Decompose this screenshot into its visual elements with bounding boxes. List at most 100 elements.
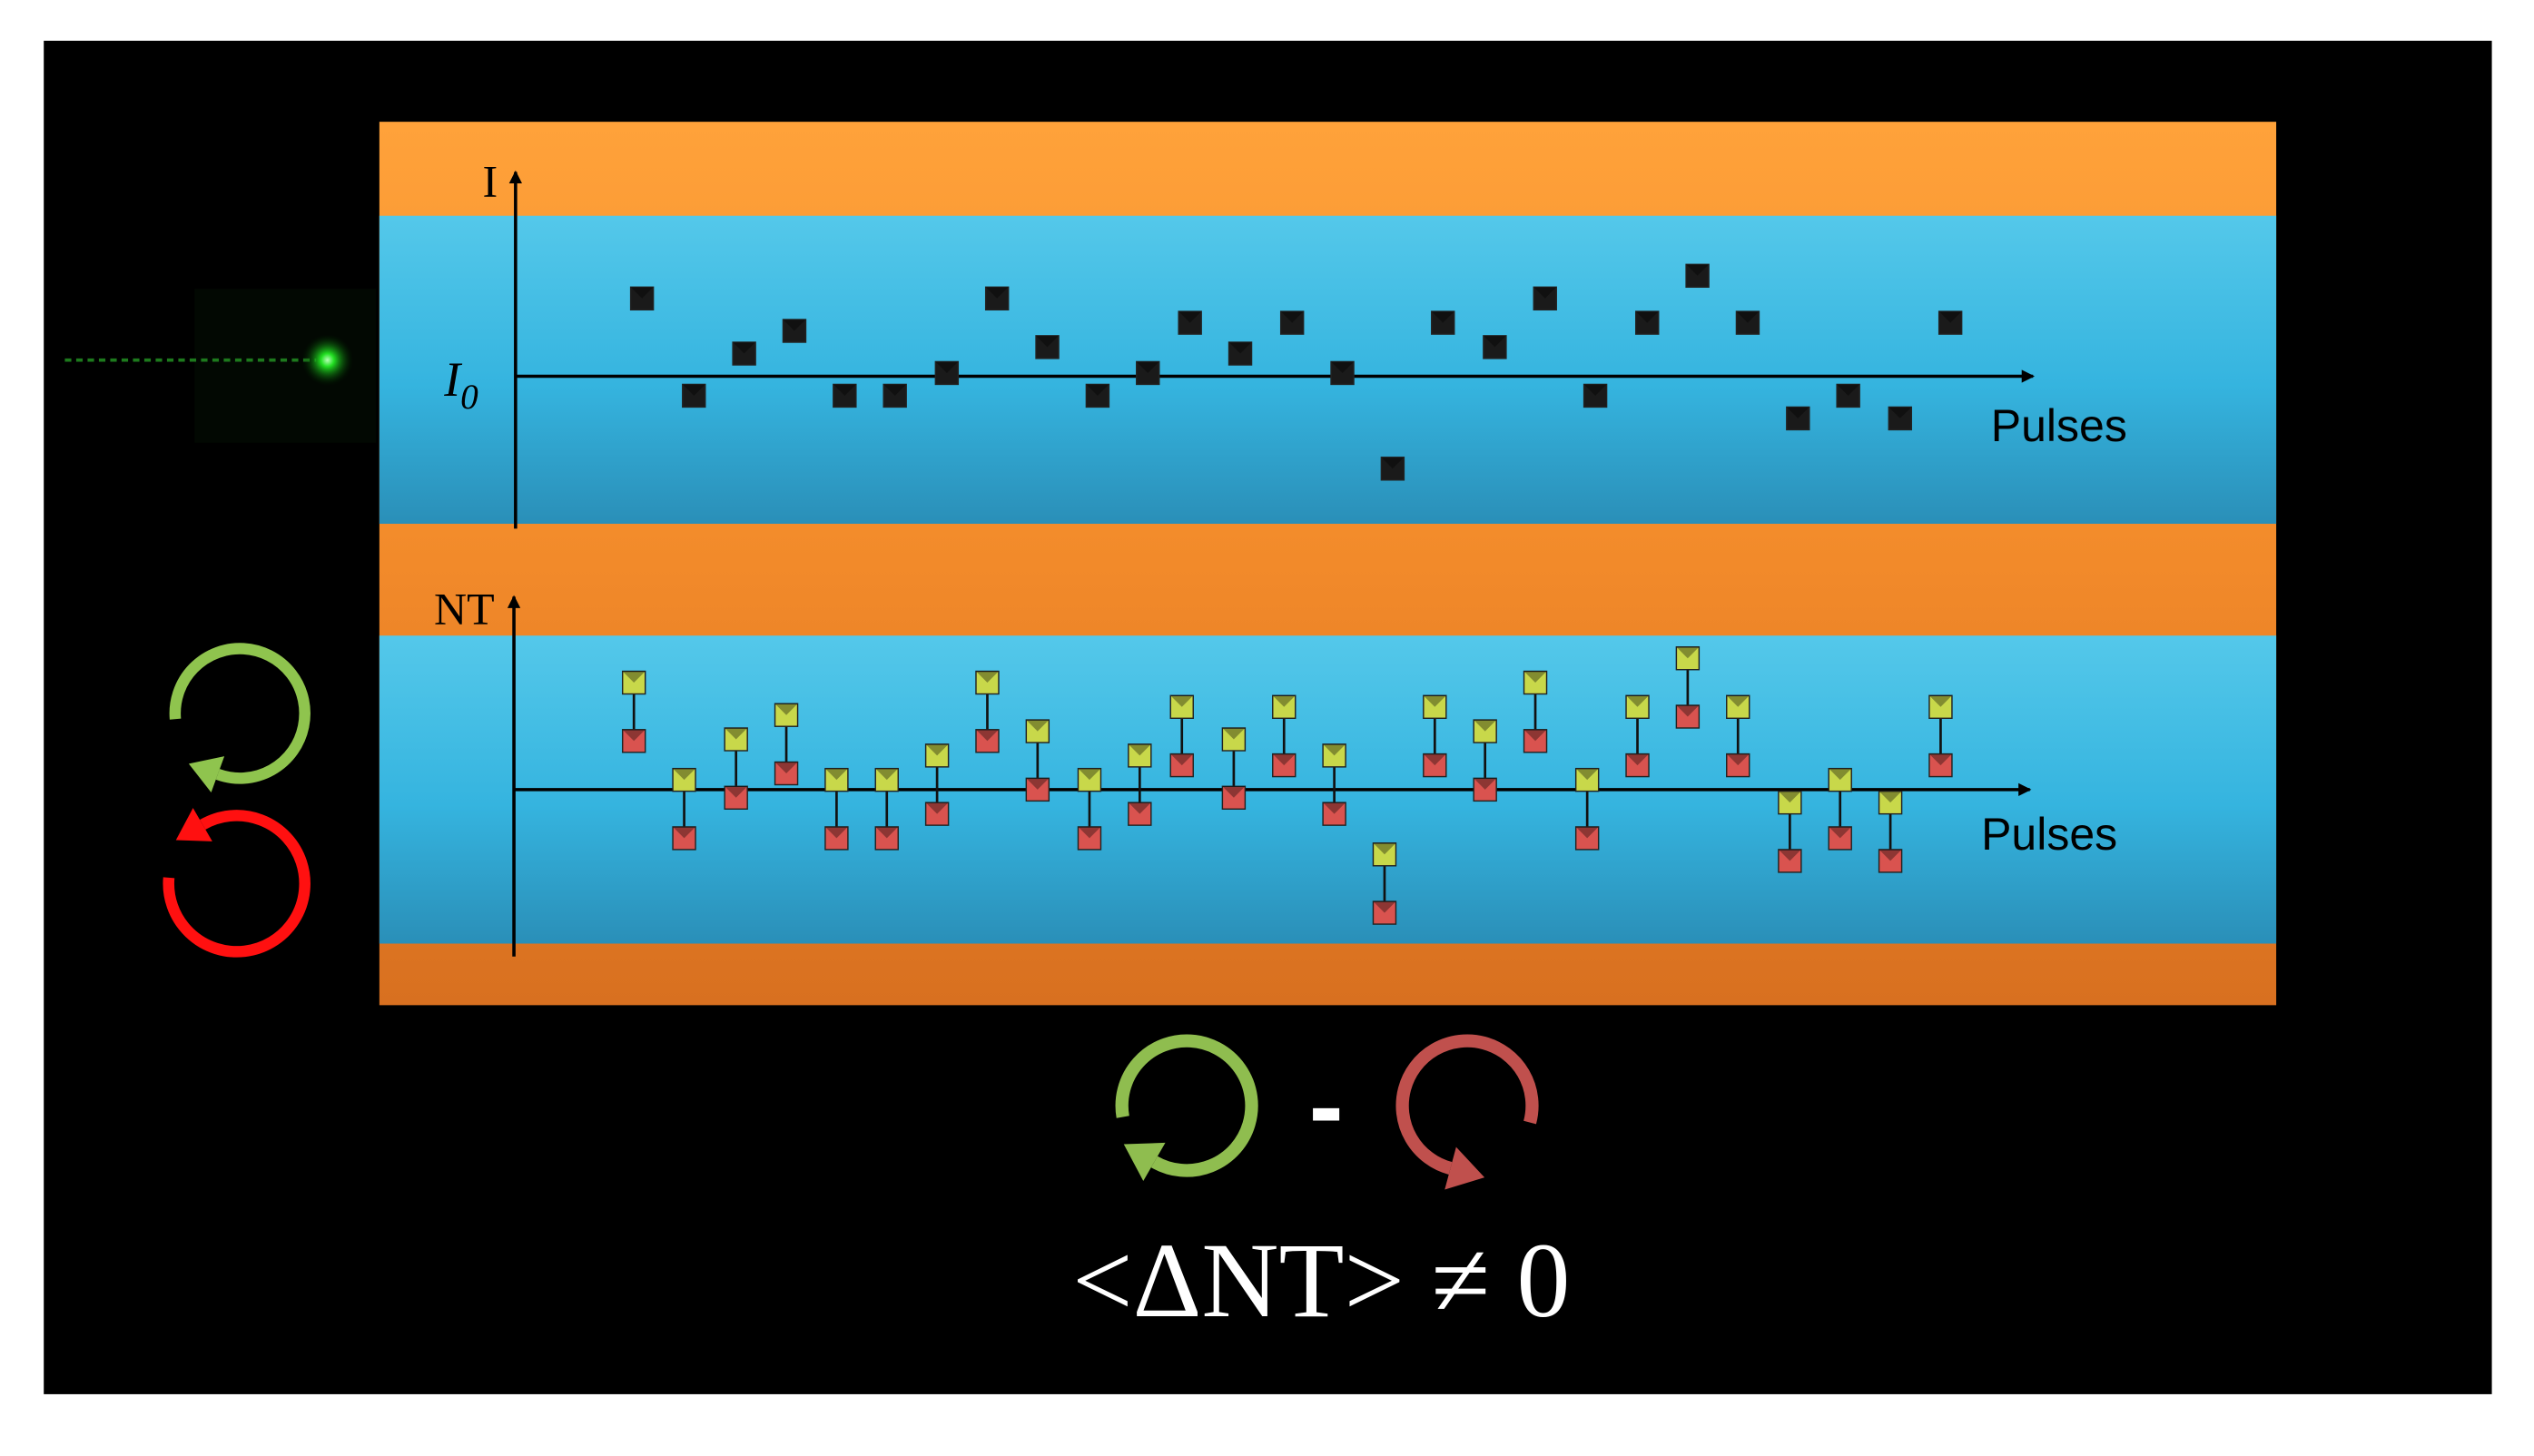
intensity-point-shade <box>1086 384 1109 396</box>
intensity-point-shade <box>1228 342 1252 354</box>
right-circular-point <box>824 826 849 851</box>
intensity-point <box>1937 310 1963 335</box>
intensity-point-shade <box>833 384 856 396</box>
intensity-point <box>1035 335 1060 359</box>
intensity-point <box>882 383 907 408</box>
left-arrow-head <box>188 756 225 793</box>
right-circular-point <box>1928 753 1953 778</box>
x-axis-label: Pulses <box>1991 400 2127 451</box>
intensity-point <box>1380 457 1405 481</box>
right-circular-point <box>1221 785 1247 810</box>
intensity-point <box>1228 341 1253 366</box>
left-circular-point <box>1077 767 1102 792</box>
baseline-subscript: 0 <box>460 378 478 417</box>
left-circular-point <box>874 767 899 792</box>
left-circular-point-shade <box>1928 695 1952 707</box>
right-circular-point <box>1128 802 1152 826</box>
right-circular-point-shade <box>1373 901 1396 913</box>
left-circular-point <box>672 767 696 792</box>
right-circular-point-shade <box>1272 753 1296 766</box>
points <box>621 263 1963 925</box>
right-circular-point-shade <box>1170 753 1194 766</box>
left-circular-point-shade <box>1170 695 1194 707</box>
left-arrow <box>1115 1034 1258 1177</box>
left-circular-point <box>1726 694 1750 720</box>
right-circular-point-shade <box>1626 753 1650 766</box>
right-circular-point <box>1726 753 1750 778</box>
left-circular-point <box>1625 694 1650 720</box>
intensity-point-shade <box>1036 335 1060 348</box>
intensity-point <box>984 286 1010 311</box>
right-circular-point <box>672 826 696 851</box>
intensity-point <box>1279 310 1305 335</box>
intensity-point <box>1431 310 1455 335</box>
intensity-point-shade <box>985 287 1009 299</box>
minus-sign: - <box>1309 1048 1344 1164</box>
left-circular-point <box>824 767 849 792</box>
right-circular-point-shade <box>824 826 848 839</box>
intensity-point <box>1330 360 1355 386</box>
right-circular-point <box>1077 826 1102 851</box>
x-axis-label: Pulses <box>1981 809 2117 860</box>
right-circular-point-shade <box>1575 826 1599 839</box>
intensity-point-shade <box>733 342 756 354</box>
baseline-label: I0 <box>443 352 478 417</box>
left-circular-point-shade <box>1373 842 1396 855</box>
left-circular-point-shade <box>1575 768 1599 781</box>
right-circular-point <box>1473 777 1497 802</box>
right-arrow <box>163 810 311 958</box>
right-arrow-head <box>1444 1146 1485 1190</box>
intensity-point <box>1136 360 1160 386</box>
right-circular-point-shade <box>622 729 646 742</box>
right-circular-point-shade <box>673 826 696 839</box>
intensity-point-shade <box>1583 384 1607 396</box>
intensity-point <box>1085 383 1110 408</box>
right-circular-point <box>1828 826 1852 851</box>
right-circular-point-shade <box>925 802 949 814</box>
left-circular-point-shade <box>1878 791 1902 803</box>
baseline-letter: I <box>443 352 462 407</box>
left-circular-point-shade <box>1778 791 1801 803</box>
intensity-point-shade <box>1483 335 1506 348</box>
left-circular-point <box>1372 842 1397 867</box>
right-arrow-head <box>175 808 212 841</box>
left-circular-point <box>1878 790 1903 815</box>
right-circular-point <box>1878 849 1903 873</box>
left-circular-point <box>1928 694 1953 720</box>
left-circular-point-shade <box>774 703 798 715</box>
intensity-point-shade <box>1786 407 1809 418</box>
intensity-point-shade <box>1178 311 1202 323</box>
left-circular-point-shade <box>975 671 999 684</box>
left-circular-point-shade <box>1078 768 1101 781</box>
left-circular-point <box>975 670 1000 695</box>
right-circular-point-shade <box>1128 802 1151 814</box>
intensity-point-shade <box>783 320 806 331</box>
intensity-point <box>1178 310 1202 335</box>
right-circular-point <box>874 826 899 851</box>
intensity-point <box>1483 335 1507 359</box>
left-circular-point <box>924 743 950 768</box>
right-circular-point-shade <box>1829 826 1852 839</box>
right-circular-point <box>1322 802 1346 826</box>
right-circular-point <box>1423 753 1447 778</box>
y-axis-label: NT <box>434 584 495 635</box>
left-circular-point <box>1423 694 1447 720</box>
intensity-point-shade <box>682 384 705 396</box>
left-circular-point-shade <box>875 768 899 781</box>
intensity-point <box>833 383 857 408</box>
left-circular-point-shade <box>1474 720 1497 732</box>
intensity-point-shade <box>1381 457 1405 469</box>
left-circular-point <box>1828 767 1852 792</box>
left-circular-point <box>1473 719 1497 743</box>
left-circular-point <box>1778 790 1802 815</box>
right-circular-point <box>1625 753 1650 778</box>
right-circular-point <box>1025 777 1050 802</box>
intensity-point <box>732 341 756 366</box>
right-circular-point-shade <box>1726 753 1750 766</box>
left-circular-point-shade <box>725 728 748 740</box>
left-circular-point <box>1322 743 1346 768</box>
intensity-point-shade <box>1280 311 1304 323</box>
left-arrow <box>169 643 311 784</box>
